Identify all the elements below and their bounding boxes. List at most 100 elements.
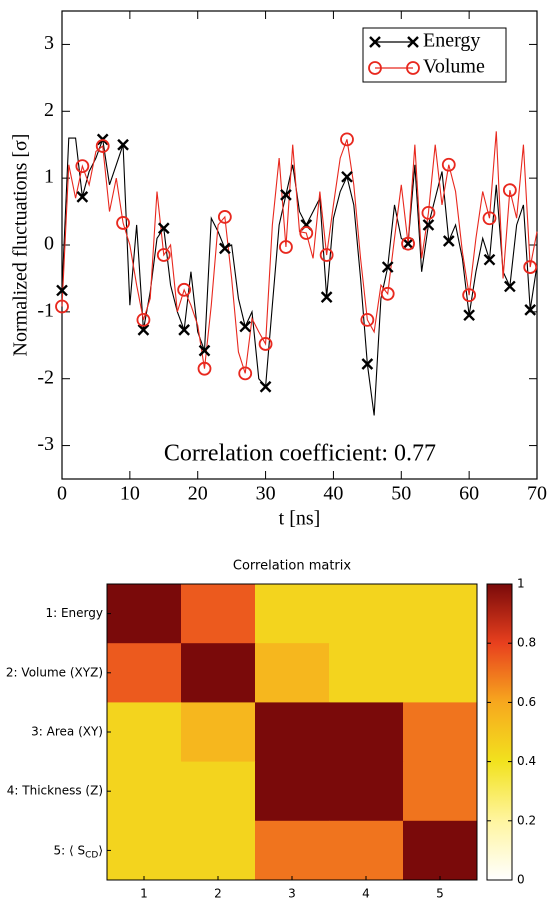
heatmap-cell — [329, 820, 404, 881]
y-tick-label: 0 — [44, 233, 54, 255]
y-tick-label: -1 — [37, 299, 54, 321]
legend-marker — [406, 61, 420, 75]
data-point — [136, 312, 151, 327]
x-tick-label: 2 — [214, 887, 222, 901]
y-tick-label: 5: ⟨ SCD⟩ — [53, 843, 103, 860]
data-point — [95, 139, 110, 153]
heatmap-cell — [403, 761, 478, 822]
colorbar-tick-label: 1 — [517, 577, 525, 591]
data-point — [524, 304, 537, 316]
x-tick-label: 1 — [140, 887, 148, 901]
data-point — [502, 183, 517, 198]
data-point — [422, 219, 435, 231]
y-tick-label: 2: Volume (XYZ) — [6, 665, 103, 679]
colorbar-tick-label: 0.4 — [517, 754, 536, 768]
data-point — [219, 242, 231, 255]
y-tick-label: -2 — [37, 366, 54, 388]
data-point — [380, 286, 395, 301]
data-point — [258, 337, 273, 351]
label-part: 5: ⟨ S — [53, 843, 85, 857]
heatmap-cell — [107, 820, 182, 881]
colorbar — [486, 583, 513, 881]
colorbar-tick-label: 0.8 — [517, 636, 536, 650]
legend-box — [362, 27, 507, 83]
legend-marker — [369, 36, 381, 48]
x-tick-label: 0 — [57, 483, 67, 505]
x-tick-label: 30 — [256, 483, 276, 505]
heatmap-cell — [181, 584, 256, 644]
data-point — [137, 324, 150, 336]
data-point — [442, 235, 455, 247]
data-point — [463, 309, 475, 322]
data-point — [441, 157, 456, 172]
x-axis-label: t [ns] — [279, 508, 321, 530]
data-point — [280, 189, 292, 201]
colorbar-tick-label: 0.6 — [517, 695, 536, 709]
heatmap-cell — [255, 702, 330, 763]
y-tick-label: 3 — [44, 32, 54, 54]
data-point — [319, 248, 334, 262]
y-axis-label: Normalized fluctuations [σ] — [10, 134, 32, 357]
heatmap-cell — [403, 702, 478, 763]
chart-title: Correlation matrix — [233, 559, 352, 574]
data-point — [504, 280, 516, 293]
data-point — [117, 138, 129, 151]
data-point — [197, 361, 212, 376]
heatmap-cell — [255, 643, 330, 703]
data-point — [421, 206, 436, 220]
heatmap-cell — [403, 820, 478, 881]
y-tick-label: 3: Area (XY) — [31, 725, 103, 739]
data-point — [116, 216, 130, 230]
heatmap-cell — [107, 643, 182, 703]
heatmap-cell — [329, 761, 404, 822]
data-point — [279, 240, 293, 254]
data-point — [341, 170, 353, 183]
data-point — [178, 324, 190, 336]
legend-label: Energy — [423, 30, 480, 52]
y-tick-label: 1 — [44, 166, 54, 188]
heatmap-cell — [329, 643, 404, 703]
label-part: ⟩ — [98, 843, 103, 857]
data-point — [340, 132, 354, 147]
y-tick-label: 4: Thickness (Z) — [7, 784, 103, 798]
data-point — [217, 210, 232, 224]
data-point — [238, 366, 253, 381]
legend-marker — [407, 36, 419, 48]
heatmap-cell — [181, 643, 256, 703]
heatmap-cell — [107, 761, 182, 822]
data-point — [401, 236, 415, 251]
data-point — [177, 282, 192, 297]
data-point — [299, 226, 314, 240]
heatmap-cell — [255, 584, 330, 644]
heatmap-cell — [107, 702, 182, 763]
x-tick-label: 70 — [527, 483, 547, 505]
data-point — [320, 291, 333, 303]
heatmap-chart: Correlation matrix 1: Energy 2: Volume (XY… — [6, 559, 536, 901]
data-point — [56, 284, 68, 297]
y-tick-label: 2 — [44, 99, 54, 121]
series-line — [61, 131, 538, 374]
data-point — [239, 320, 252, 333]
data-point — [76, 191, 89, 203]
data-point — [523, 260, 538, 274]
heatmap-cell — [403, 643, 478, 703]
x-tick-label: 60 — [459, 483, 479, 505]
data-point — [381, 261, 394, 273]
data-point — [462, 288, 477, 303]
heatmap-cell — [181, 820, 256, 881]
x-tick-label: 20 — [188, 483, 208, 505]
heatmap-cell — [181, 761, 256, 822]
annotation: Correlation coefficient: 0.77 — [164, 441, 436, 467]
heatmap-cell — [329, 584, 404, 644]
data-point — [360, 312, 375, 327]
x-tick-label: 40 — [323, 483, 343, 505]
colorbar-tick-label: 0.2 — [517, 813, 536, 827]
line-chart: 0 10 20 30 40 50 60 70 -3 -2 -1 0 1 2 3 t [ns] Normalize… — [10, 10, 547, 530]
data-point — [55, 299, 69, 314]
x-tick-label: 3 — [288, 887, 296, 901]
label-subscript: CD — [85, 850, 98, 860]
data-point — [402, 237, 414, 250]
data-point — [198, 344, 211, 357]
x-tick-label: 50 — [391, 483, 411, 505]
legend-label: Volume — [423, 56, 485, 78]
